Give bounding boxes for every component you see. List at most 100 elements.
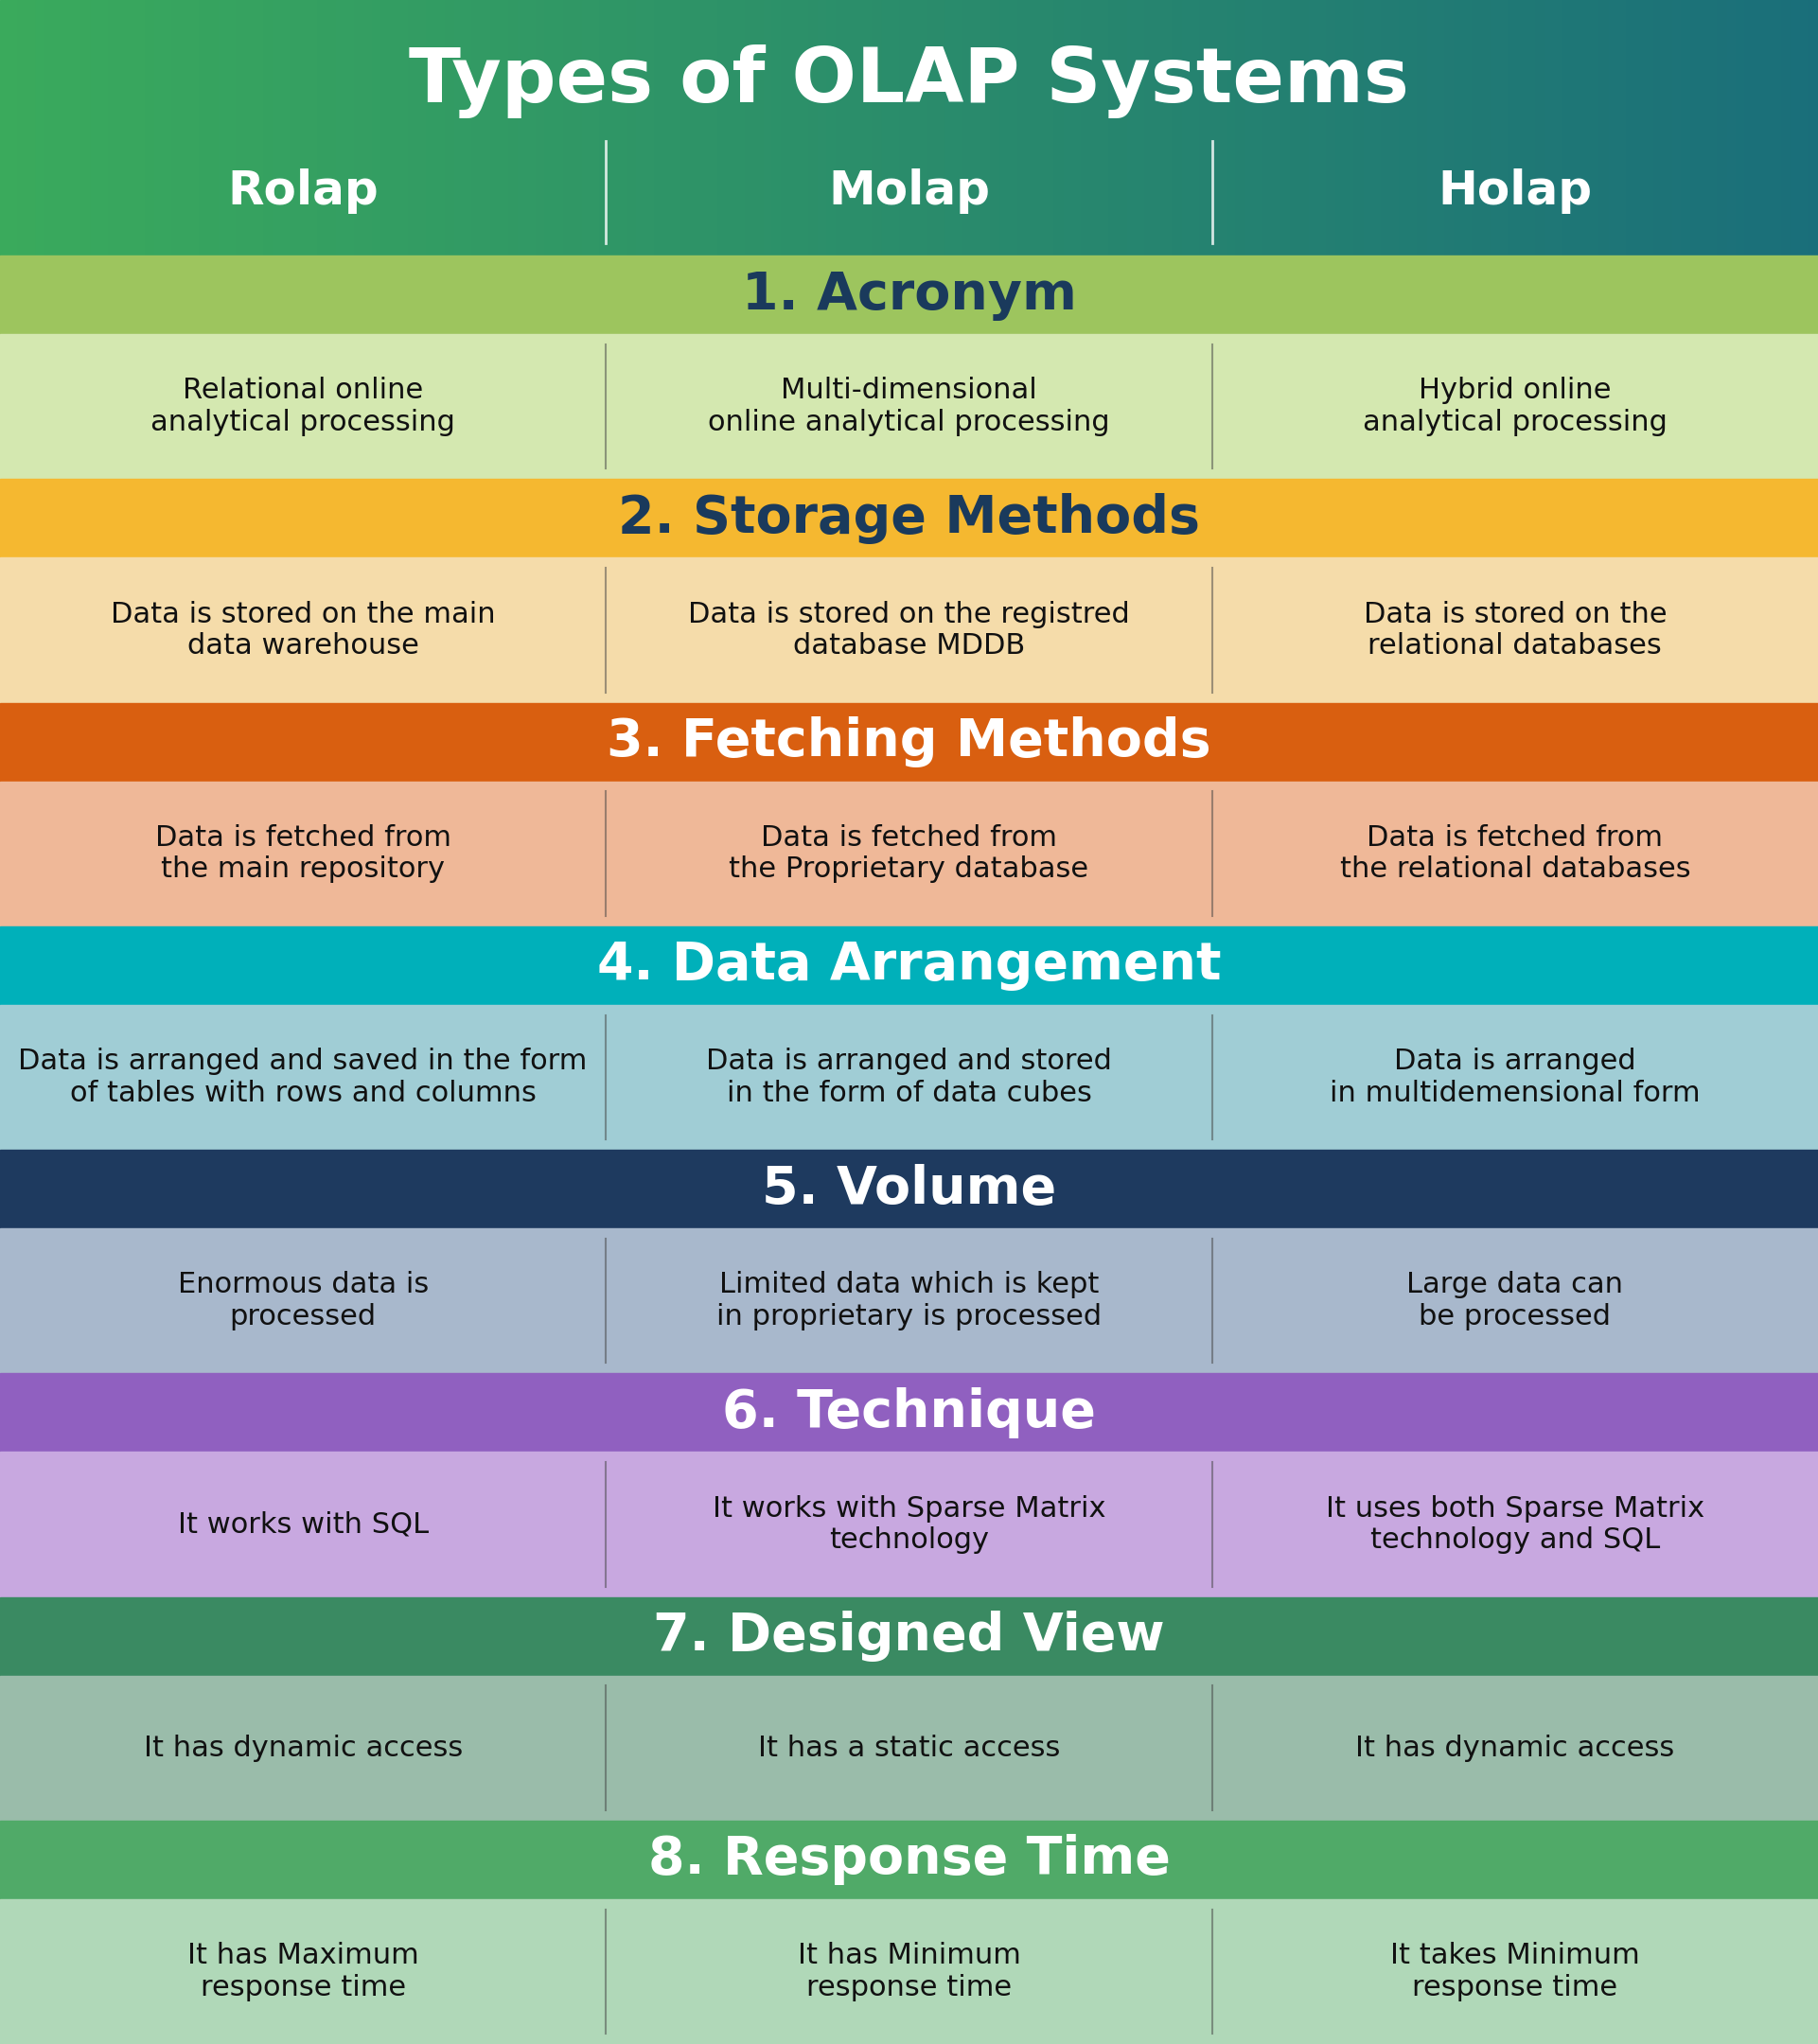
Bar xyxy=(318,0,329,256)
Bar xyxy=(0,478,1818,558)
Bar xyxy=(809,0,820,256)
Bar xyxy=(0,333,1818,478)
Text: Data is fetched from
the main repository: Data is fetched from the main repository xyxy=(155,824,451,883)
Bar xyxy=(918,0,929,256)
Text: 5. Volume: 5. Volume xyxy=(762,1163,1056,1214)
Bar xyxy=(1354,0,1365,256)
Bar xyxy=(1518,0,1529,256)
Bar xyxy=(0,558,1818,703)
Bar xyxy=(1718,0,1729,256)
Bar xyxy=(1527,0,1538,256)
Bar xyxy=(218,0,229,256)
Bar xyxy=(27,0,38,256)
Bar xyxy=(591,0,602,256)
Bar xyxy=(409,0,420,256)
Bar xyxy=(1264,0,1274,256)
Text: Data is fetched from
the relational databases: Data is fetched from the relational data… xyxy=(1340,824,1691,883)
Bar xyxy=(673,0,684,256)
Bar xyxy=(182,0,193,256)
Bar xyxy=(1336,0,1347,256)
Bar xyxy=(427,0,438,256)
Bar xyxy=(400,0,411,256)
Bar xyxy=(573,0,584,256)
Text: Relational online
analytical processing: Relational online analytical processing xyxy=(151,376,454,435)
Bar xyxy=(1282,0,1293,256)
Bar xyxy=(1573,0,1583,256)
Bar xyxy=(0,1821,1818,1899)
Bar xyxy=(1064,0,1074,256)
Bar xyxy=(73,0,84,256)
Text: It has a static access: It has a static access xyxy=(758,1733,1060,1762)
Bar xyxy=(864,0,874,256)
Bar xyxy=(1154,0,1165,256)
Text: Enormous data is
processed: Enormous data is processed xyxy=(178,1271,429,1331)
Text: 2. Storage Methods: 2. Storage Methods xyxy=(618,493,1200,544)
Bar xyxy=(1100,0,1111,256)
Bar xyxy=(854,0,865,256)
Bar xyxy=(273,0,284,256)
Bar xyxy=(136,0,147,256)
Bar xyxy=(1191,0,1202,256)
Bar xyxy=(664,0,674,256)
Bar xyxy=(291,0,302,256)
Bar xyxy=(1691,0,1702,256)
Bar xyxy=(1009,0,1020,256)
Bar xyxy=(709,0,720,256)
Text: Multi-dimensional
online analytical processing: Multi-dimensional online analytical proc… xyxy=(707,376,1111,435)
Bar xyxy=(127,0,138,256)
Bar xyxy=(627,0,638,256)
Bar xyxy=(0,1228,1818,1374)
Bar xyxy=(1018,0,1029,256)
Bar xyxy=(582,0,593,256)
Bar xyxy=(1582,0,1593,256)
Bar xyxy=(255,0,265,256)
Bar xyxy=(18,0,29,256)
Bar xyxy=(645,0,656,256)
Bar xyxy=(191,0,202,256)
Bar xyxy=(145,0,156,256)
Bar xyxy=(1291,0,1302,256)
Bar xyxy=(973,0,984,256)
Bar xyxy=(1627,0,1638,256)
Text: Types of OLAP Systems: Types of OLAP Systems xyxy=(409,45,1409,119)
Text: Hybrid online
analytical processing: Hybrid online analytical processing xyxy=(1364,376,1667,435)
Bar xyxy=(36,0,47,256)
Bar xyxy=(564,0,574,256)
Bar xyxy=(1591,0,1602,256)
Bar xyxy=(55,0,65,256)
Bar xyxy=(209,0,220,256)
Bar xyxy=(1082,0,1093,256)
Text: 6. Technique: 6. Technique xyxy=(722,1388,1096,1439)
Bar xyxy=(1536,0,1547,256)
Bar xyxy=(454,0,465,256)
Text: It has dynamic access: It has dynamic access xyxy=(144,1733,462,1762)
Bar xyxy=(436,0,447,256)
Bar xyxy=(1791,0,1802,256)
Bar xyxy=(9,0,20,256)
Bar xyxy=(491,0,502,256)
Text: 8. Response Time: 8. Response Time xyxy=(647,1833,1171,1885)
Bar xyxy=(1763,0,1774,256)
Bar xyxy=(282,0,293,256)
Text: It uses both Sparse Matrix
technology and SQL: It uses both Sparse Matrix technology an… xyxy=(1325,1494,1703,1553)
Bar xyxy=(927,0,938,256)
Bar xyxy=(1364,0,1374,256)
Bar xyxy=(1109,0,1120,256)
Bar xyxy=(1309,0,1320,256)
Bar xyxy=(754,0,765,256)
Text: It has Maximum
response time: It has Maximum response time xyxy=(187,1942,418,2001)
Bar xyxy=(691,0,702,256)
Bar xyxy=(654,0,665,256)
Bar xyxy=(1709,0,1720,256)
Bar xyxy=(418,0,429,256)
Bar xyxy=(0,926,1818,1006)
Bar xyxy=(1800,0,1811,256)
Bar xyxy=(900,0,911,256)
Bar xyxy=(1400,0,1411,256)
Bar xyxy=(445,0,456,256)
Bar xyxy=(355,0,365,256)
Bar xyxy=(464,0,474,256)
Bar xyxy=(336,0,347,256)
Bar xyxy=(682,0,693,256)
Bar xyxy=(1418,0,1429,256)
